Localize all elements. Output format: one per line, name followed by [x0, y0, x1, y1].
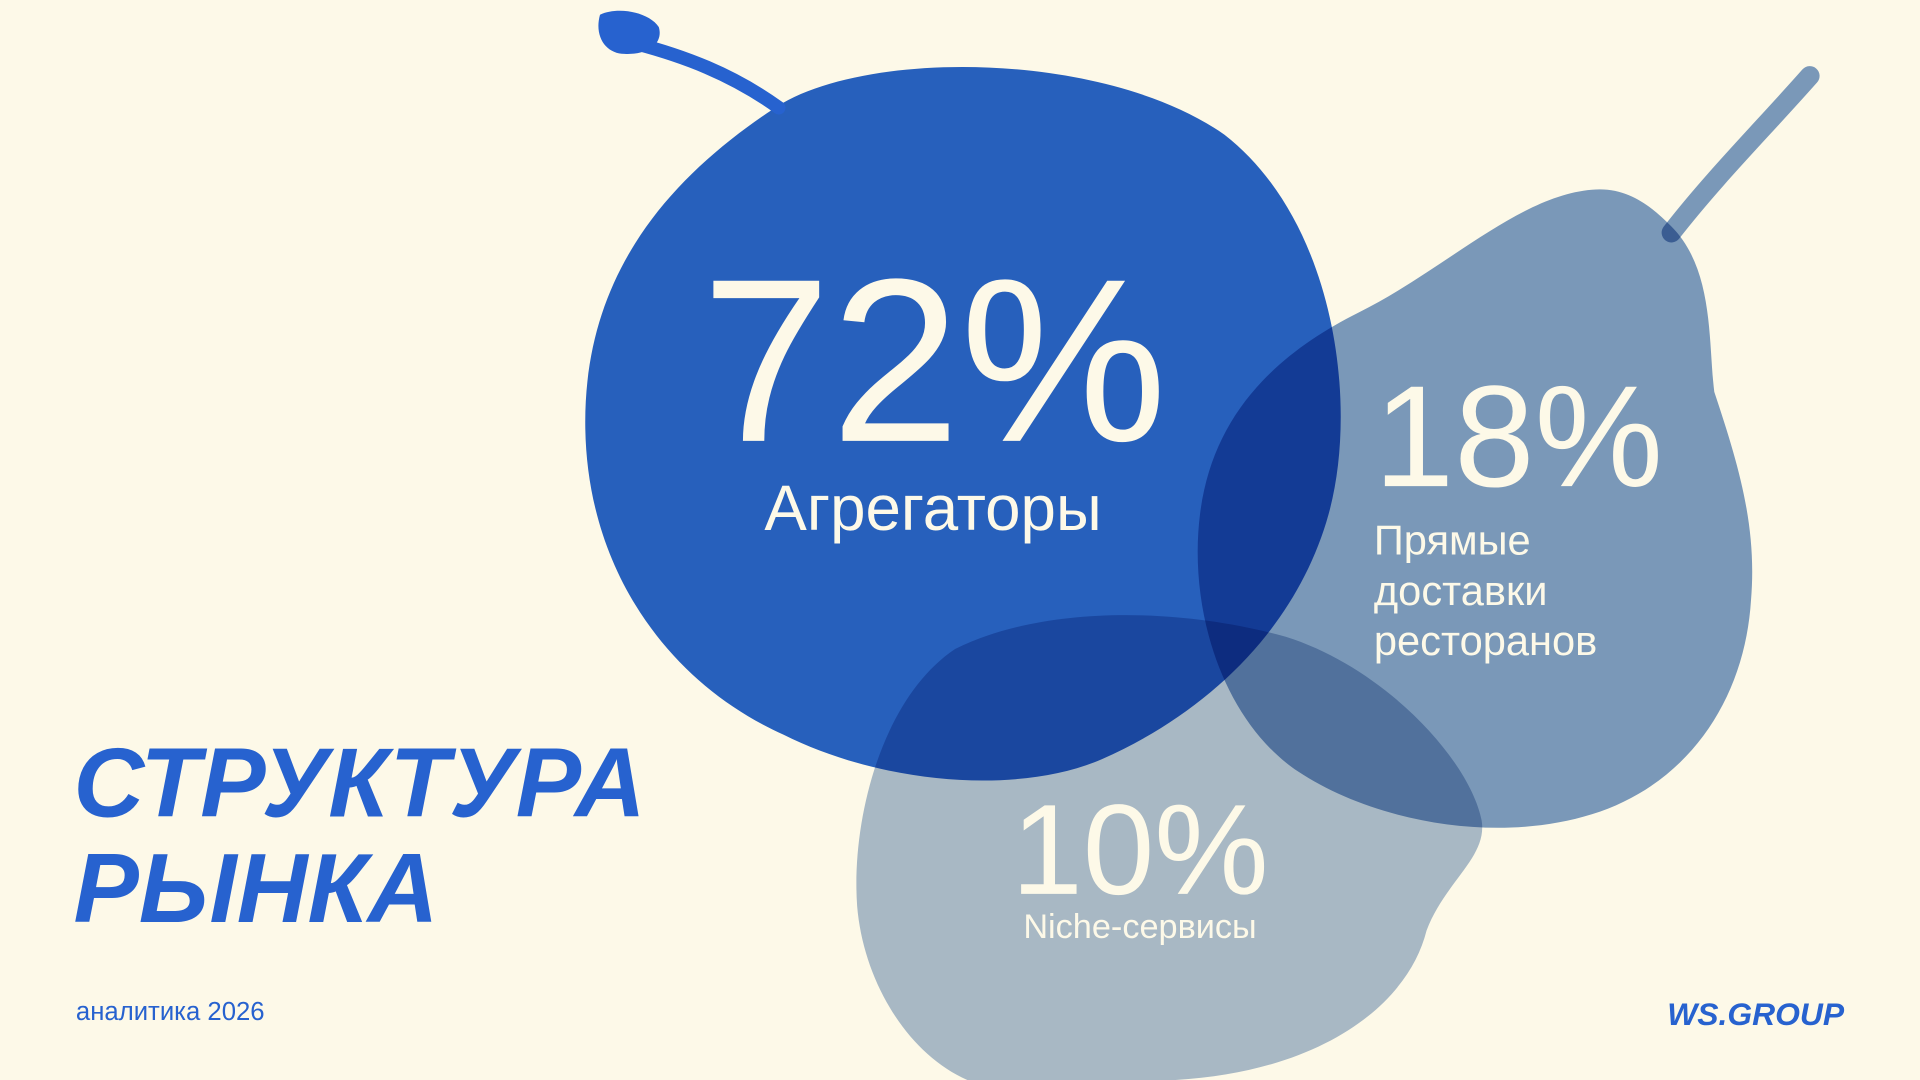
shapes [585, 10, 1820, 1080]
title-line: СТРУКТУРА [73, 728, 645, 838]
pear-blob [1197, 189, 1753, 828]
segment-label: Прямые [1374, 517, 1531, 564]
segment-value: 10% [1011, 779, 1268, 922]
segment-value: 72% [701, 231, 1167, 491]
caption: аналитика 2026 [76, 998, 265, 1026]
segment-label: доставки [1374, 567, 1548, 614]
apple-stem-tip [598, 10, 660, 54]
brand: WS.GROUP [1667, 996, 1845, 1032]
segment-label: ресторанов [1374, 617, 1597, 664]
segment-value: 18% [1374, 355, 1663, 517]
pear-stem [1661, 66, 1820, 243]
apple-blob [585, 66, 1341, 781]
segment-label: Агрегаторы [764, 473, 1101, 544]
title-line: РЫНКА [73, 833, 438, 943]
segment-label: Niche-сервисы [1023, 908, 1256, 946]
